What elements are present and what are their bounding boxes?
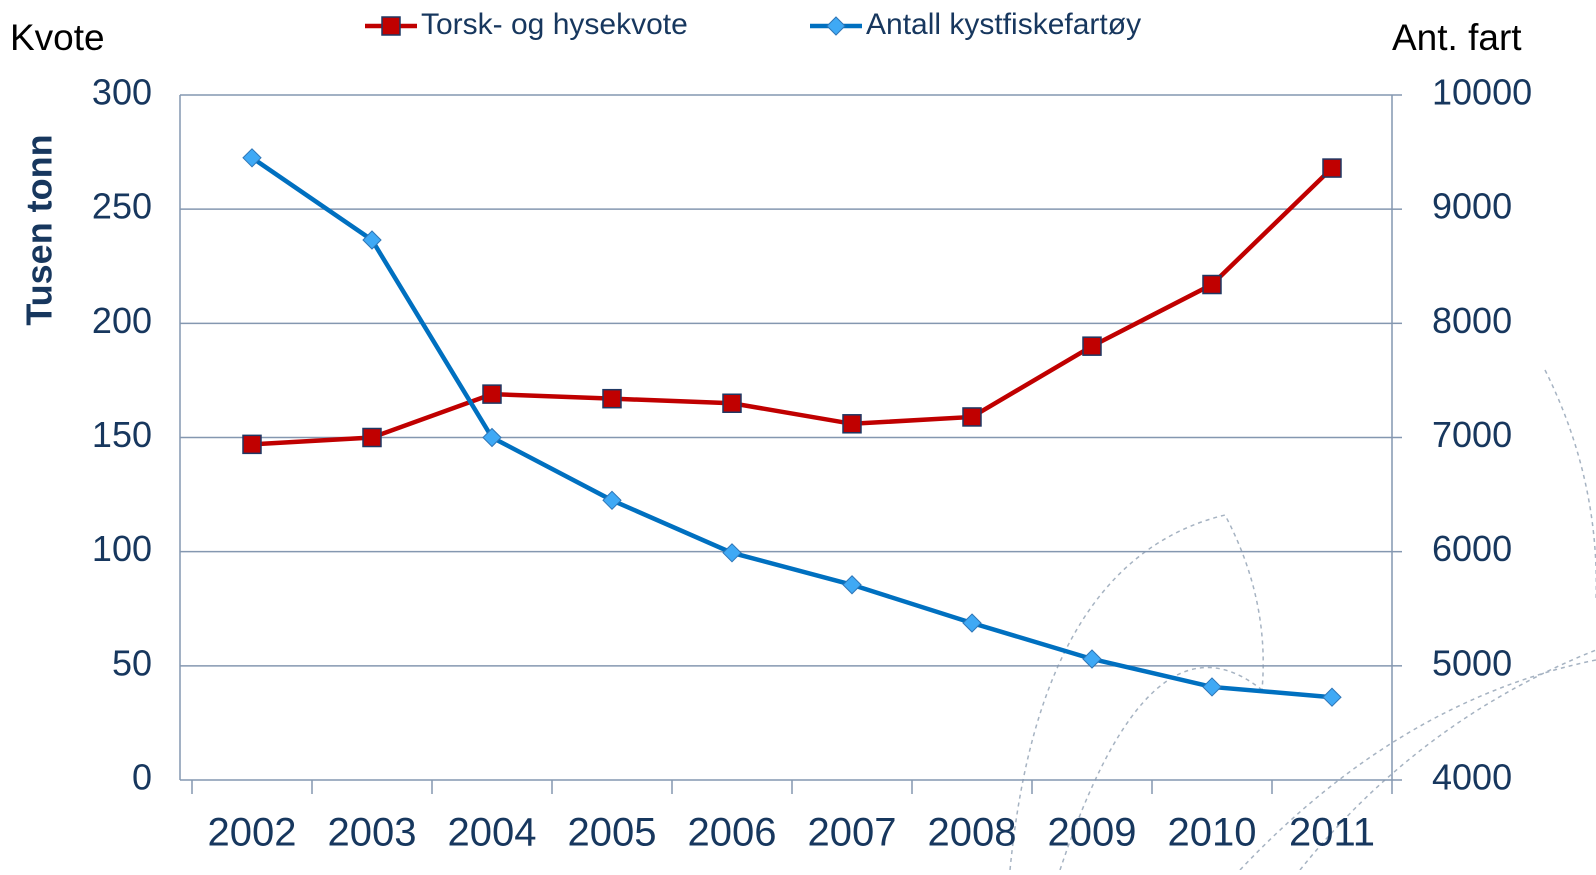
right-axis-title: Ant. fart xyxy=(1392,17,1522,58)
marker xyxy=(843,415,861,433)
marker xyxy=(603,390,621,408)
x-tick-label: 2005 xyxy=(568,811,657,855)
marker xyxy=(243,435,261,453)
y2-tick-label: 8000 xyxy=(1432,300,1512,341)
x-tick-label: 2011 xyxy=(1289,811,1375,855)
marker xyxy=(382,17,400,35)
x-tick-label: 2004 xyxy=(448,811,537,855)
marker xyxy=(1203,276,1221,294)
y-tick-label: 50 xyxy=(112,642,152,683)
marker xyxy=(603,491,621,509)
marker xyxy=(827,17,845,35)
marker xyxy=(1323,688,1341,706)
x-tick-label: 2008 xyxy=(928,811,1017,855)
marker xyxy=(963,408,981,426)
x-tick-label: 2007 xyxy=(808,811,897,855)
series-line xyxy=(252,158,1332,697)
y-tick-label: 0 xyxy=(132,757,152,798)
y-tick-label: 150 xyxy=(92,414,152,455)
y-tick-label: 200 xyxy=(92,300,152,341)
x-tick-label: 2002 xyxy=(208,811,297,855)
marker xyxy=(1083,337,1101,355)
marker xyxy=(723,544,741,562)
marker xyxy=(723,394,741,412)
y2-tick-label: 6000 xyxy=(1432,528,1512,569)
marker xyxy=(483,385,501,403)
chart: Kvote Ant. fart Tusen tonn 0501001502002… xyxy=(0,0,1596,870)
marker xyxy=(1323,159,1341,177)
y2-tick-label: 4000 xyxy=(1432,757,1512,798)
y-tick-label: 100 xyxy=(92,528,152,569)
x-tick-label: 2009 xyxy=(1048,811,1137,855)
marker xyxy=(363,429,381,447)
y-axis-label: Tusen tonn xyxy=(19,134,60,325)
x-tick-label: 2003 xyxy=(328,811,417,855)
marker xyxy=(843,576,861,594)
y2-tick-label: 9000 xyxy=(1432,186,1512,227)
legend-label: Torsk- og hysekvote xyxy=(421,8,688,41)
legend-label: Antall kystfiskefartøy xyxy=(866,8,1141,41)
marker xyxy=(963,614,981,632)
y-tick-label: 300 xyxy=(92,72,152,113)
y2-tick-label: 10000 xyxy=(1432,72,1532,113)
x-tick-label: 2006 xyxy=(688,811,777,855)
y2-tick-label: 5000 xyxy=(1432,642,1512,683)
y-tick-label: 250 xyxy=(92,186,152,227)
x-tick-label: 2010 xyxy=(1168,811,1257,855)
y2-tick-label: 7000 xyxy=(1432,414,1512,455)
marker xyxy=(1203,678,1221,696)
left-axis-title: Kvote xyxy=(10,17,105,58)
